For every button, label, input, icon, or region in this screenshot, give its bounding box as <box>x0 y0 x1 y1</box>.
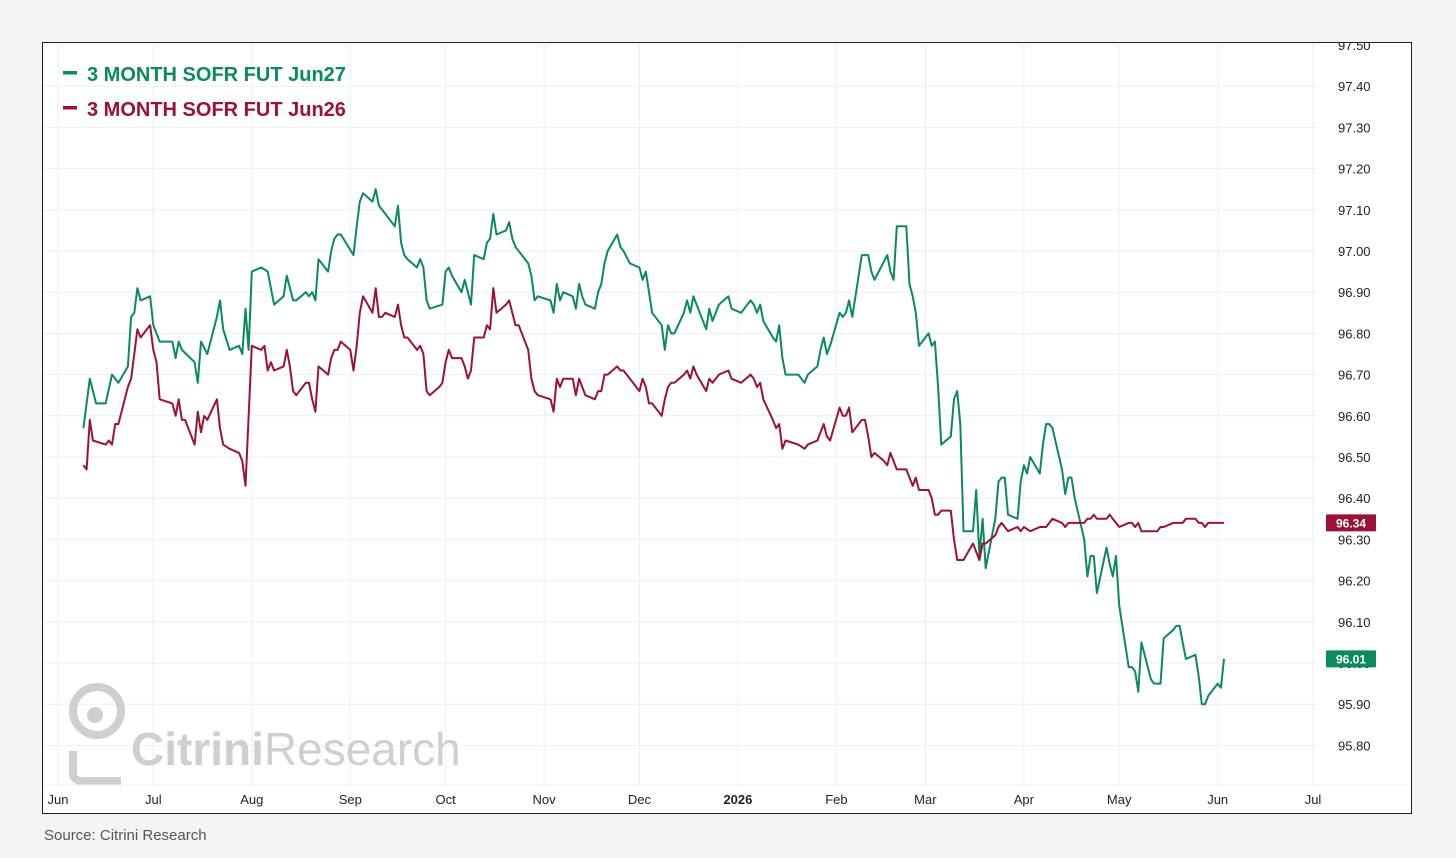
x-tick-label: 2026 <box>723 792 752 807</box>
x-axis: Jun Jul Aug Sep Oct Nov Dec 2026 Feb Mar Apr May Jun… <box>43 784 1411 807</box>
badge-bg <box>1326 514 1376 532</box>
watermark-ring <box>69 683 125 739</box>
x-tick-label: Dec <box>628 792 652 807</box>
y-tick-label: 96.10 <box>1338 615 1371 630</box>
legend-item-jun26[interactable]: 3 MONTH SOFR FUT Jun26 <box>63 99 346 121</box>
svg-text:CitriniResearch: CitriniResearch <box>131 723 461 775</box>
y-tick-label: 96.70 <box>1338 368 1371 383</box>
source-caption: Source: Citrini Research <box>44 827 207 844</box>
y-tick-label: 96.90 <box>1338 285 1371 300</box>
x-tick-label: Aug <box>240 792 263 807</box>
legend-swatch-jun27 <box>63 71 77 75</box>
watermark-light: Research <box>264 723 461 775</box>
legend-label-jun26: 3 MONTH SOFR FUT Jun26 <box>87 99 346 121</box>
grid-lines <box>43 43 1318 785</box>
last-value-badges: 96.01 96.34 <box>1326 514 1376 668</box>
y-tick-label: 95.80 <box>1338 738 1371 753</box>
last-value-badge-0: 96.01 <box>1326 650 1376 668</box>
last-value-badge-1: 96.34 <box>1326 514 1376 532</box>
x-tick-label: Sep <box>339 792 362 807</box>
y-tick-label: 96.20 <box>1338 574 1371 589</box>
y-tick-label: 97.10 <box>1338 203 1371 218</box>
series-line-0 <box>82 188 1225 706</box>
y-tick-label: 96.40 <box>1338 491 1371 506</box>
watermark-swoosh <box>69 751 121 785</box>
watermark-dot <box>87 707 103 723</box>
y-tick-label: 96.80 <box>1338 326 1371 341</box>
series-line-1 <box>82 287 1224 561</box>
series-lines <box>82 188 1225 706</box>
y-axis: 97.50 97.40 97.30 97.20 97.10 97.00 96.90 96.80… <box>1338 43 1371 753</box>
badge-text: 96.01 <box>1336 652 1366 666</box>
chart-plot: CitriniResearch 97.50 97.40 97.30 97.20 97.1… <box>43 43 1411 807</box>
badge-text: 96.34 <box>1336 516 1366 530</box>
y-tick-label: 95.90 <box>1338 697 1371 712</box>
watermark-logo: CitriniResearch <box>69 683 461 785</box>
watermark-bold: Citrini <box>131 723 264 775</box>
x-tick-label: Jul <box>145 792 162 807</box>
y-tick-label: 97.50 <box>1338 43 1371 53</box>
legend-label-jun27: 3 MONTH SOFR FUT Jun27 <box>87 64 346 86</box>
x-tick-label: Jun <box>48 792 69 807</box>
y-tick-label: 96.60 <box>1338 409 1371 424</box>
x-tick-label: Nov <box>533 792 557 807</box>
badge-bg <box>1326 650 1376 668</box>
chart-frame: CitriniResearch 97.50 97.40 97.30 97.20 97.1… <box>42 42 1412 814</box>
x-tick-label: Oct <box>436 792 457 807</box>
x-tick-label: Jun <box>1207 792 1228 807</box>
legend-swatch-jun26 <box>63 106 77 110</box>
y-tick-label: 97.20 <box>1338 162 1371 177</box>
x-tick-label: Apr <box>1014 792 1035 807</box>
legend-item-jun27[interactable]: 3 MONTH SOFR FUT Jun27 <box>63 64 346 86</box>
x-tick-label: Feb <box>825 792 847 807</box>
x-tick-label: Mar <box>914 792 937 807</box>
y-tick-label: 97.00 <box>1338 244 1371 259</box>
y-tick-label: 97.40 <box>1338 79 1371 94</box>
x-tick-label: May <box>1107 792 1132 807</box>
y-tick-label: 96.30 <box>1338 532 1371 547</box>
y-tick-label: 96.50 <box>1338 450 1371 465</box>
legend: 3 MONTH SOFR FUT Jun27 3 MONTH SOFR FUT … <box>63 64 346 121</box>
y-tick-label: 97.30 <box>1338 120 1371 135</box>
x-tick-label: Jul <box>1305 792 1322 807</box>
